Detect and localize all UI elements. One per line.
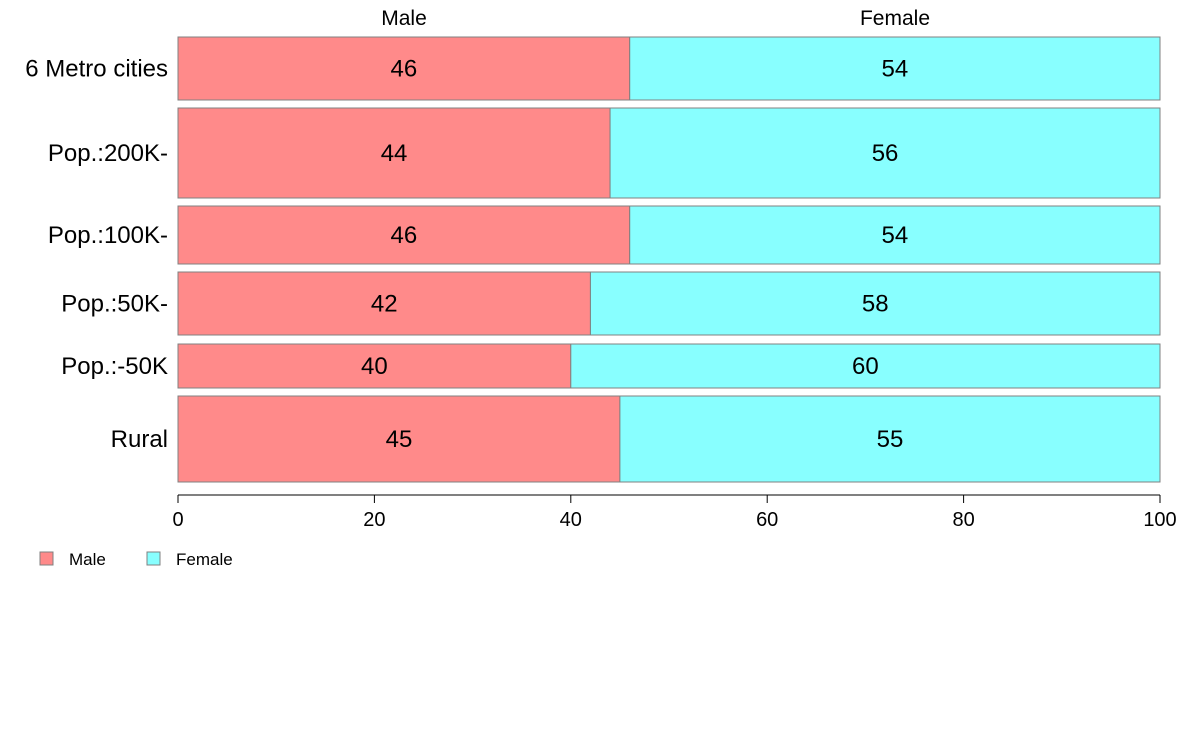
bar-segment-female (619, 395, 1161, 483)
category-label: Pop.:100K- (48, 222, 168, 249)
data-label: 60 (852, 353, 879, 380)
data-label: 44 (381, 140, 408, 167)
data-label: 54 (882, 56, 909, 83)
bar-segment-female (629, 36, 1161, 101)
x-tick-label: 100 (1143, 509, 1176, 531)
data-label: 55 (877, 426, 904, 453)
legend: Male Female (39, 550, 233, 569)
x-tick-label: 40 (560, 509, 582, 531)
bar-segment-female (609, 107, 1161, 199)
bar-segment-male (177, 343, 572, 389)
bar-segment-male (177, 36, 631, 101)
bar-group: 6 Metro cities 46 54 Pop.:200K- 44 56 Pop.:100… (25, 36, 1161, 483)
data-label: 40 (361, 353, 388, 380)
legend-label: Male (69, 550, 106, 569)
data-label: 56 (872, 140, 899, 167)
category-label: Pop.:50K- (61, 291, 168, 318)
bar-segment-male (177, 205, 631, 265)
category-label: Pop.:-50K (61, 353, 168, 380)
x-tick-label: 0 (172, 509, 183, 531)
category-label: 6 Metro cities (25, 56, 168, 83)
column-label-male: Male (381, 7, 427, 30)
x-tick-label: 20 (363, 509, 385, 531)
category-label: Rural (111, 426, 168, 453)
bar-segment-male (177, 271, 591, 336)
legend-swatch-female (146, 551, 161, 566)
legend-label: Female (176, 550, 233, 569)
bar-segment-female (589, 271, 1161, 336)
category-label: Pop.:200K- (48, 140, 168, 167)
data-label: 45 (386, 426, 413, 453)
data-label: 42 (371, 291, 398, 318)
bar-segment-female (570, 343, 1161, 389)
x-tick-label: 60 (756, 509, 778, 531)
data-label: 46 (391, 56, 418, 83)
x-axis: 0 20 40 60 80 100 (172, 494, 1177, 531)
x-tick-label: 80 (952, 509, 974, 531)
data-label: 58 (862, 291, 889, 318)
bar-segment-female (629, 205, 1161, 265)
legend-swatch-male (39, 551, 54, 566)
data-label: 54 (882, 222, 909, 249)
bar-segment-male (177, 107, 611, 199)
column-label-female: Female (860, 7, 930, 30)
data-label: 46 (391, 222, 418, 249)
